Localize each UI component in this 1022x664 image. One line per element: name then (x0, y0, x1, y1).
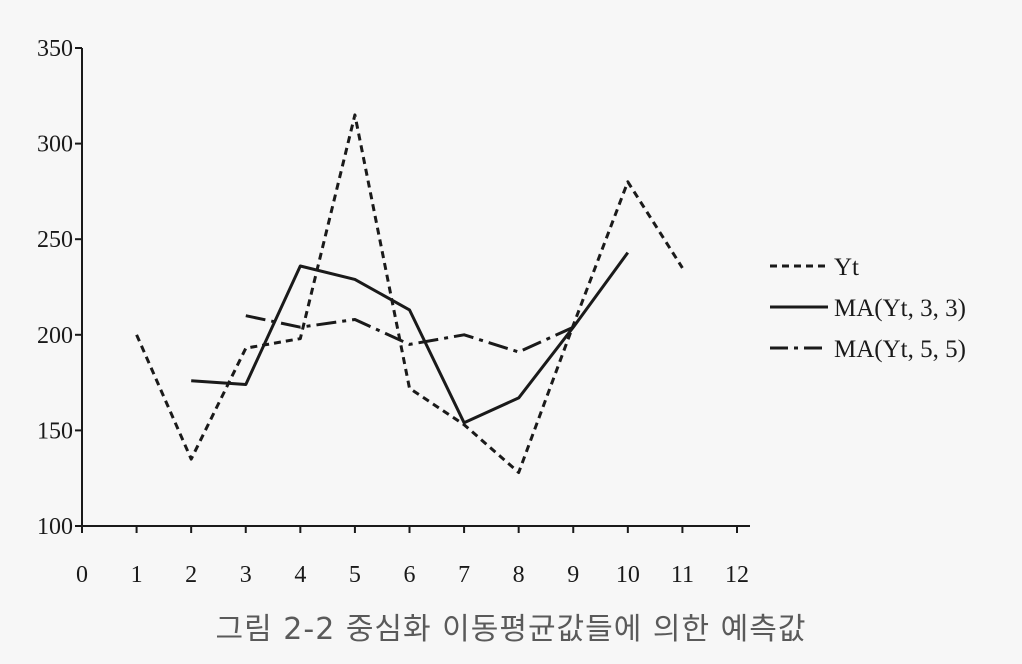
legend: Yt MA(Yt, 3, 3) MA(Yt, 5, 5) (770, 254, 966, 363)
x-tick-label: 10 (616, 562, 640, 588)
y-tick-label: 200 (37, 323, 73, 349)
x-tick-label: 9 (567, 562, 579, 588)
x-tick-label: 5 (349, 562, 361, 588)
legend-label-1: Yt (834, 254, 859, 281)
x-tick-label: 1 (131, 562, 143, 588)
y-tick-label: 100 (37, 514, 73, 540)
series-line-1 (135, 113, 684, 474)
series-group (135, 113, 684, 474)
x-tick-label: 11 (671, 562, 694, 588)
x-tick-label: 0 (76, 562, 88, 588)
x-ticks: 0 1 2 3 4 5 6 7 8 9 10 11 12 (76, 526, 749, 588)
y-tick-label: 350 (37, 36, 73, 62)
figure-caption: 그림 2-2 중심화 이동평균값들에 의한 예측값 (215, 612, 807, 647)
y-tick-label: 150 (37, 418, 73, 444)
series-line-3 (245, 314, 574, 354)
y-tick-label: 300 (37, 132, 73, 158)
series-line-2 (191, 251, 630, 425)
x-tick-label: 8 (513, 562, 525, 588)
x-tick-label: 7 (458, 562, 470, 588)
x-tick-label: 4 (294, 562, 306, 588)
y-tick-label: 250 (37, 227, 73, 253)
x-tick-label: 6 (404, 562, 416, 588)
legend-label-2: MA(Yt, 3, 3) (834, 295, 966, 322)
x-tick-label: 12 (725, 562, 749, 588)
x-tick-label: 2 (185, 562, 197, 588)
x-tick-label: 3 (240, 562, 252, 588)
y-ticks: 100 150 200 250 300 350 (37, 36, 82, 540)
legend-label-3: MA(Yt, 5, 5) (834, 336, 966, 363)
